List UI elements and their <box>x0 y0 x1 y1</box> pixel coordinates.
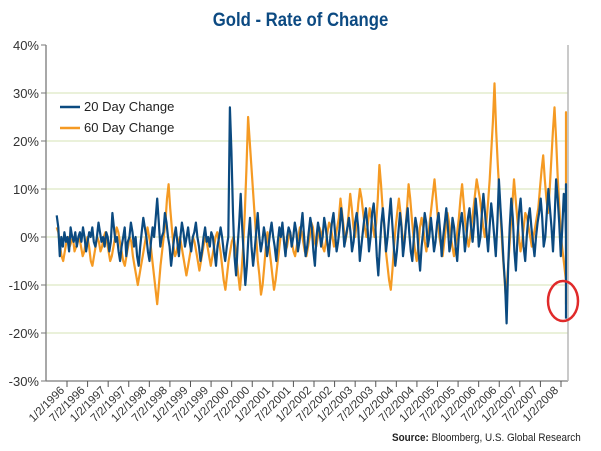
axes <box>45 45 569 382</box>
y-tick-label: -20% <box>9 326 40 341</box>
y-tick-label: 10% <box>13 182 39 197</box>
y-axis-ticks: 40% 30% 20% 10% 0% -10% -20% -30% <box>9 38 46 389</box>
source-label: Source: <box>392 432 430 444</box>
legend: 20 Day Change 60 Day Change <box>60 99 174 135</box>
source-note: Source: Bloomberg, U.S. Global Research <box>392 432 581 444</box>
legend-item-20-day: 20 Day Change <box>60 99 174 114</box>
y-tick-label: 40% <box>13 38 39 53</box>
y-tick-label: -10% <box>9 278 40 293</box>
legend-item-60-day: 60 Day Change <box>60 120 174 135</box>
x-axis-ticks: 1/2/19967/2/19961/2/19977/2/19971/2/1998… <box>27 381 562 425</box>
y-tick-label: 30% <box>13 86 39 101</box>
y-tick-label: 20% <box>13 134 39 149</box>
legend-label-60-day: 60 Day Change <box>84 120 174 135</box>
series-line-60-day-change <box>55 82 568 306</box>
y-tick-label: 0% <box>20 230 39 245</box>
chart-title: Gold - Rate of Change <box>212 10 389 31</box>
highlight-circle-annotation <box>546 279 580 323</box>
y-tick-label: -30% <box>9 374 40 389</box>
series-line-20-day-change <box>55 106 568 325</box>
source-text: Bloomberg, U.S. Global Research <box>429 432 581 444</box>
legend-label-20-day: 20 Day Change <box>84 99 174 114</box>
series-layer <box>55 82 568 325</box>
